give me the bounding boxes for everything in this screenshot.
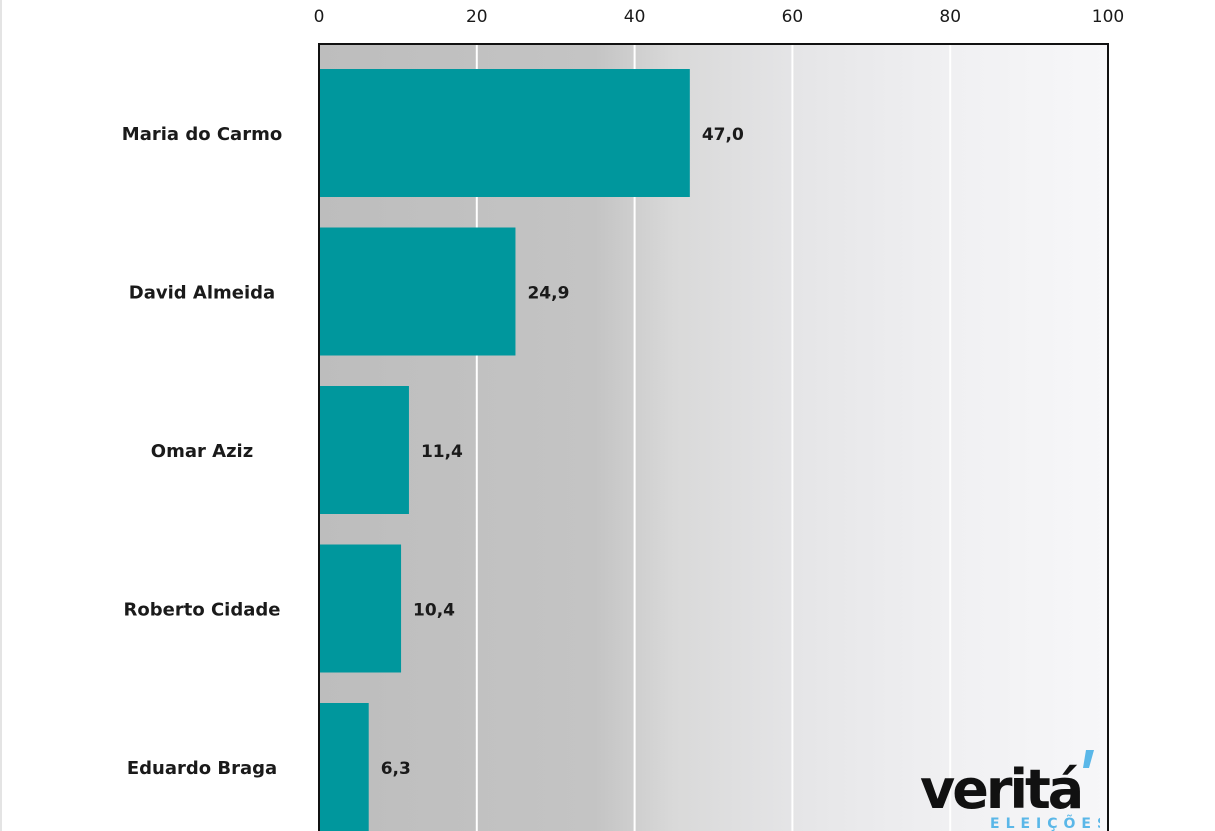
category-label: Roberto Cidade [124, 600, 281, 621]
value-label: 11,4 [421, 442, 463, 462]
category-labels: Maria do Carmo David Almeida Omar Aziz Robe… [122, 124, 282, 779]
bar [319, 227, 516, 356]
value-label: 47,0 [702, 125, 744, 145]
x-tick-label: 80 [939, 7, 961, 27]
value-label: 24,9 [527, 284, 569, 304]
bars [319, 69, 690, 831]
page-left-border [0, 0, 2, 831]
x-tick-label: 0 [314, 7, 325, 27]
bar [319, 703, 369, 831]
category-label: Eduardo Braga [127, 758, 277, 779]
logo-accent-mark [1083, 750, 1094, 768]
bar [319, 386, 409, 514]
x-tick-label: 60 [782, 7, 804, 27]
value-labels: 47,0 24,9 11,4 10,4 6,3 [381, 125, 744, 779]
x-axis-ticks: 0 20 40 60 80 100 [314, 7, 1125, 27]
category-label: Omar Aziz [151, 441, 253, 462]
logo-wordmark: veritá [920, 758, 1081, 821]
value-label: 6,3 [381, 759, 411, 779]
logo-tagline: ELEIÇÕES [990, 814, 1100, 831]
bar [319, 69, 690, 197]
x-tick-label: 100 [1092, 7, 1124, 27]
verita-logo: veritá ELEIÇÕES [920, 750, 1100, 831]
bar [319, 544, 402, 673]
x-tick-label: 20 [466, 7, 488, 27]
value-label: 10,4 [413, 601, 455, 621]
category-label: Maria do Carmo [122, 124, 282, 145]
category-label: David Almeida [129, 283, 275, 304]
x-tick-label: 40 [624, 7, 646, 27]
